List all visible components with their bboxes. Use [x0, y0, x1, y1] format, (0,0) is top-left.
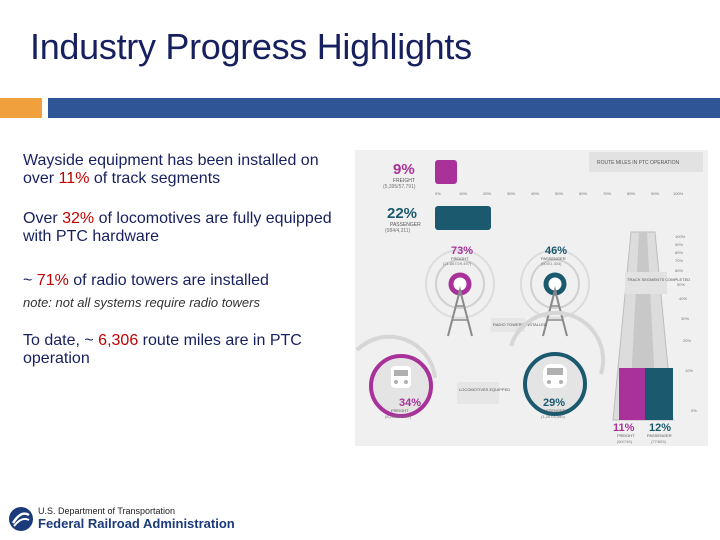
scale-tick: 100% [675, 234, 686, 239]
slide-title: Industry Progress Highlights [30, 26, 472, 67]
tower-freight-pct: 73% [451, 245, 473, 257]
bullet-list: Wayside equipment has been installed on … [23, 152, 353, 368]
scale-tick: 60% [675, 268, 683, 273]
scale-tick: 90% [675, 242, 683, 247]
axis-tick: 10% [459, 191, 467, 196]
highlight-value: 6,306 [98, 332, 139, 349]
route-freight-pct: 11% [613, 422, 635, 434]
highlight-value: 71% [36, 272, 69, 289]
loco-passenger-count: (1,207/4,090) [541, 414, 565, 419]
axis-tick: 80% [627, 191, 635, 196]
bullet-route-miles: To date, ~ 6,306 route miles are in PTC … [23, 332, 302, 367]
locomotives-caption-box [457, 382, 499, 404]
bullet-locomotives: Over 32% of locomotives are fully equipp… [23, 210, 332, 245]
radio-towers-caption: RADIO TOWERS INSTALLED [493, 322, 547, 327]
track-passenger-label: PASSENGER [390, 222, 421, 228]
tower-freight-count: (21,867/29,497) [443, 261, 472, 266]
axis-tick: 50% [555, 191, 563, 196]
loco-freight-pct: 34% [399, 397, 421, 409]
route-passenger-label: PASSENGER [647, 433, 672, 438]
route-freight-label: FREIGHT [617, 433, 635, 438]
scale-tick: 0% [691, 408, 697, 413]
tower-passenger-pct: 46% [545, 245, 567, 257]
route-miles-track-graphic [612, 231, 674, 421]
ptc-infographic: 9% FREIGHT (5,395/57,791) 0% 10% 20% 30%… [355, 150, 708, 446]
route-miles-passenger-fill [645, 368, 673, 420]
loco-freight-count: (8,226/24,067) [385, 414, 412, 419]
fra-logo: U.S. Department of Transportation Federa… [8, 502, 248, 536]
radio-tower-note: note: not all systems require radio towe… [23, 295, 260, 310]
scale-tick: 10% [685, 368, 693, 373]
track-axis: 0% 10% 20% 30% 40% 50% 60% 70% 80% 90% 1… [435, 191, 684, 196]
locomotives-caption: LOCOMOTIVES EQUIPPED [459, 387, 510, 392]
track-freight-pct: 9% [393, 161, 415, 178]
axis-tick: 90% [651, 191, 659, 196]
track-passenger-bar [435, 206, 491, 230]
scale-tick: 50% [677, 282, 685, 287]
track-segments-caption: TRACK SEGMENTS COMPLETED [627, 277, 690, 282]
route-miles-header: ROUTE MILES IN PTC OPERATION [597, 160, 680, 166]
accent-bar-orange [0, 98, 42, 118]
scale-tick: 70% [675, 258, 683, 263]
track-freight-count: (5,395/57,791) [383, 184, 416, 190]
axis-tick: 70% [603, 191, 611, 196]
tower-passenger-count: (604/1,304) [541, 261, 562, 266]
track-segments-caption-box [625, 272, 667, 294]
route-miles-freight-fill [619, 368, 645, 420]
axis-tick: 30% [507, 191, 515, 196]
track-freight-bar [435, 160, 457, 184]
locomotive-passenger-icon [509, 310, 606, 416]
scale-tick: 20% [683, 338, 691, 343]
tower-passenger-label: PASSENGER [541, 256, 566, 261]
tower-freight-label: FREIGHT [451, 256, 469, 261]
track-freight-label: FREIGHT [393, 178, 415, 184]
loco-freight-label: FREIGHT [391, 408, 409, 413]
scale-tick: 80% [675, 250, 683, 255]
locomotive-freight-icon [355, 334, 437, 418]
route-passenger-pct: 12% [649, 422, 671, 434]
axis-tick: 100% [673, 191, 684, 196]
axis-tick: 40% [531, 191, 539, 196]
bullet-radio-towers: ~ 71% of radio towers are installed [23, 272, 269, 289]
fra-name: Federal Railroad Administration [38, 516, 235, 531]
route-miles-scale: 100% 90% 80% 70% 60% 50% 40% 30% 20% 10%… [675, 234, 697, 413]
highlight-value: 11% [58, 170, 90, 187]
scale-tick: 40% [679, 296, 687, 301]
radio-tower-passenger-icon [520, 249, 590, 337]
loco-passenger-label: PASSENGER [541, 408, 566, 413]
dot-emblem-icon [9, 507, 33, 531]
loco-passenger-pct: 29% [543, 397, 565, 409]
axis-tick: 60% [579, 191, 587, 196]
route-passenger-count: (77/653) [651, 439, 667, 444]
axis-tick: 20% [483, 191, 491, 196]
highlight-value: 32% [62, 210, 95, 227]
route-miles-header-box [589, 152, 703, 172]
track-passenger-count: (984/4,311) [385, 228, 411, 234]
track-passenger-pct: 22% [387, 205, 417, 222]
radio-towers-caption-box [491, 318, 525, 332]
dot-name: U.S. Department of Transportation [38, 506, 176, 516]
axis-tick: 0% [435, 191, 441, 196]
accent-bar-blue [48, 98, 720, 118]
route-freight-count: (60/749) [617, 439, 633, 444]
scale-tick: 30% [681, 316, 689, 321]
radio-tower-freight-icon [425, 249, 495, 337]
bullet-wayside: Wayside equipment has been installed on … [23, 152, 319, 187]
